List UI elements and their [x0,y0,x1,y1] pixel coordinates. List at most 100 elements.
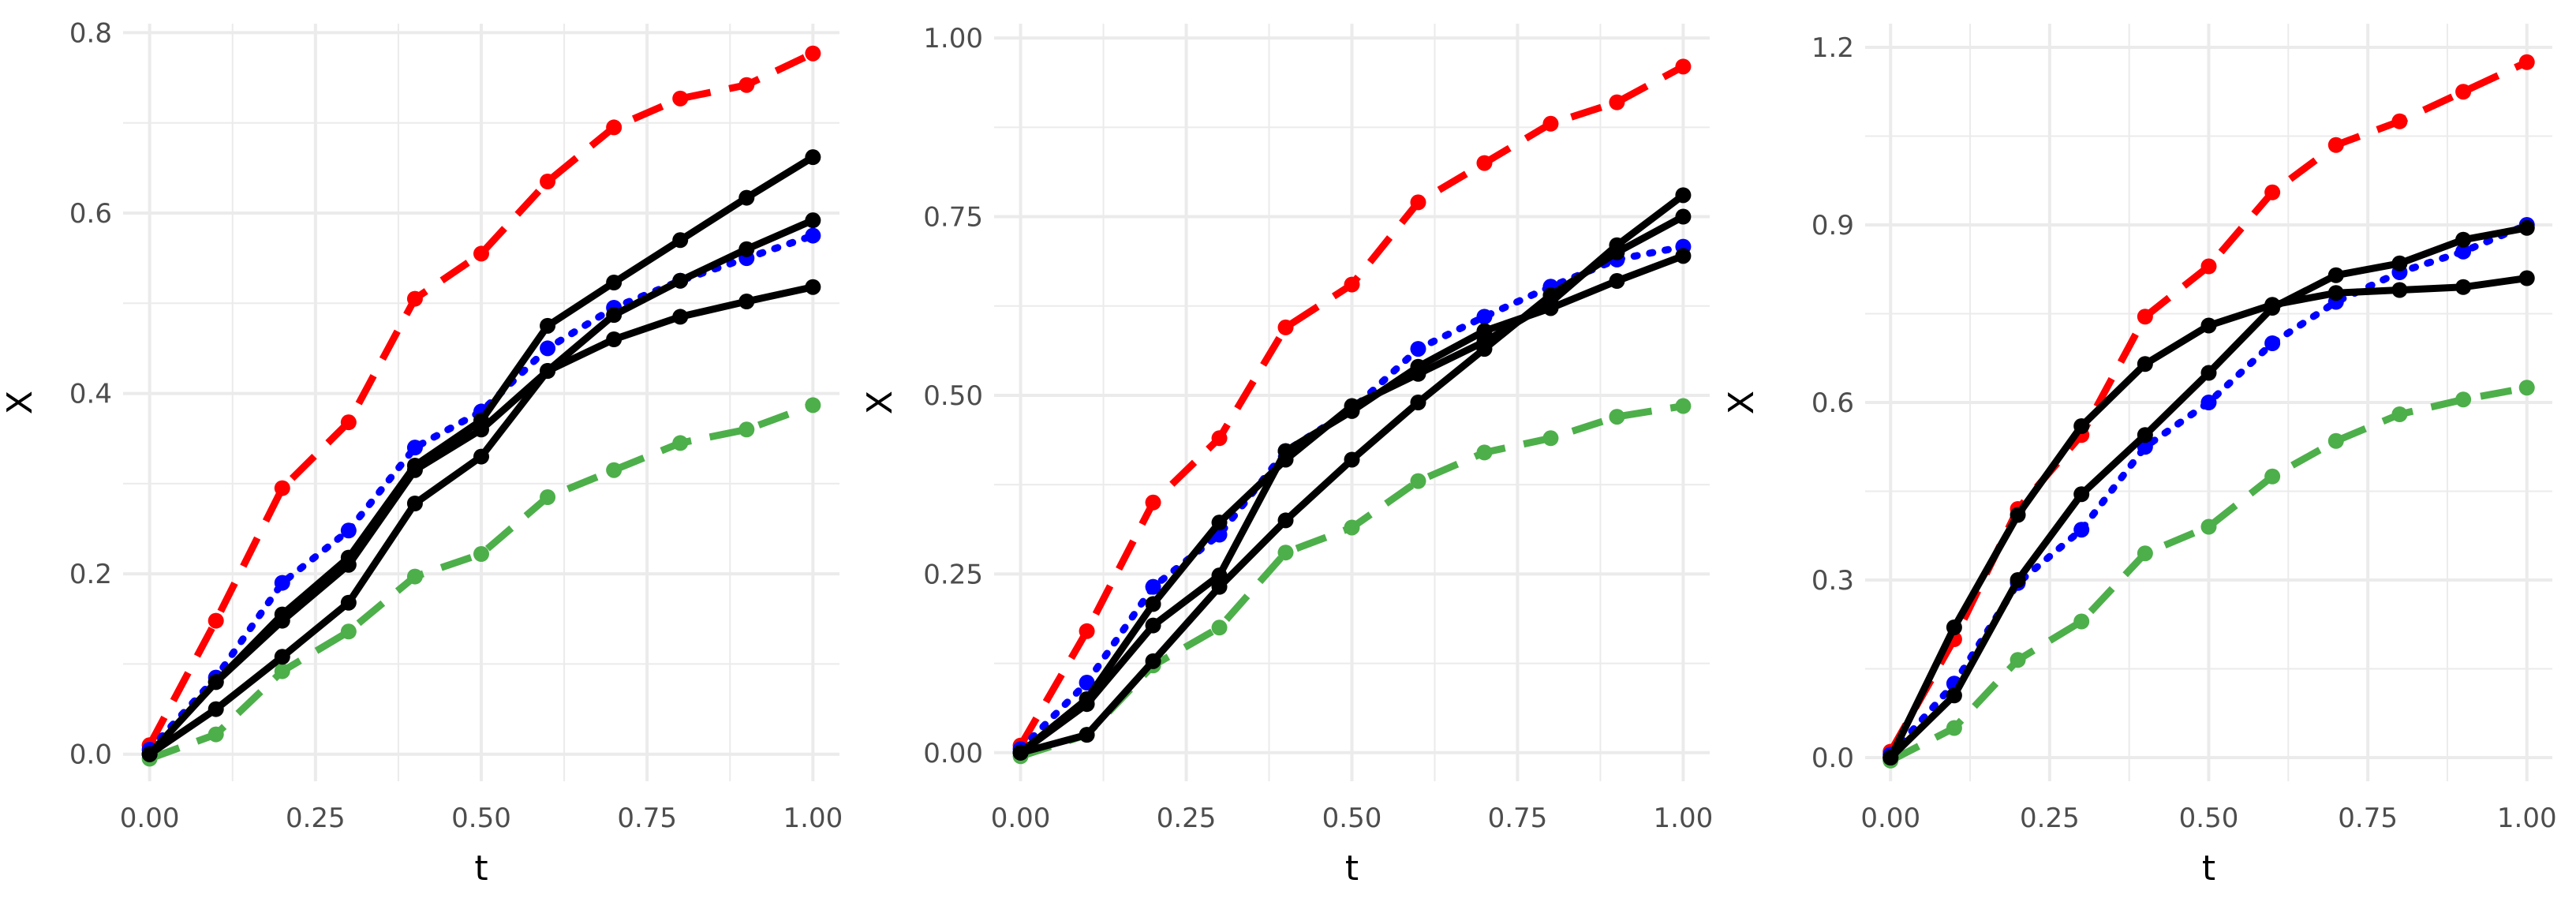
data-point-sample [1344,451,1360,468]
data-point-sample [1079,727,1095,743]
x-tick-label: 0.25 [286,803,346,834]
y-tick-label: 1.2 [1811,32,1854,64]
data-point-sample [1012,744,1029,761]
y-tick-label: 0.00 [923,738,983,769]
data-point-upper [2200,258,2217,275]
y-tick-label: 0.75 [923,202,983,234]
data-point-sample [340,556,357,573]
data-point-lower [208,726,224,743]
data-point-sample [274,649,290,665]
data-point-upper [1476,155,1493,171]
panel-1: 0.00 0.25 0.50 0.75 1.00 0.0 0.2 0.4 0.6 0.8 t X [0,17,843,889]
data-point-mean [274,575,290,591]
data-point-lower [1609,409,1625,425]
data-point-sample [2455,279,2472,295]
data-point-upper [1344,276,1360,293]
data-point-upper [406,290,423,307]
data-point-upper [2327,137,2344,153]
y-tick-label: 1.00 [923,23,983,54]
data-point-sample [2010,572,2026,588]
data-point-sample [208,674,224,691]
x-tick-label: 0.75 [2338,803,2398,834]
data-point-sample [406,462,423,478]
data-point-sample [738,294,755,309]
data-point-sample [2010,507,2026,523]
y-axis-title: X [1722,391,1762,414]
data-point-sample [1946,687,1962,704]
data-point-sample [805,149,821,166]
y-tick-label: 0.0 [1811,743,1854,774]
data-point-sample [1079,696,1095,713]
data-point-sample [1277,443,1294,459]
data-point-sample [738,241,755,257]
data-point-upper [274,480,290,496]
data-point-lower [1675,398,1692,414]
data-point-lower [2264,468,2281,485]
data-point-lower [606,462,623,478]
series-line-lower [148,402,814,762]
data-point-lower [1476,444,1493,461]
data-point-lower [2010,652,2026,668]
data-point-mean [2264,335,2281,351]
data-point-lower [1277,545,1294,561]
data-point-sample [738,189,755,206]
data-point-upper [208,612,224,629]
data-point-sample [606,307,623,324]
data-point-mean [1410,341,1426,357]
x-axis-title: t [1345,848,1359,889]
x-tick-label: 0.75 [617,803,677,834]
data-point-sample [1145,596,1161,612]
data-point-lower [2073,613,2090,630]
y-tick-label: 0.0 [69,739,112,771]
y-axis-title: X [0,391,40,414]
y-tick-label: 0.3 [1811,565,1854,597]
data-point-sample [2327,267,2344,283]
data-point-upper [540,174,556,189]
x-tick-label: 1.00 [2497,803,2557,834]
data-point-sample [2264,300,2281,316]
data-point-mean [1145,578,1161,595]
data-point-upper [738,77,755,93]
data-point-lower [1542,430,1559,447]
x-tick-label: 0.50 [1322,803,1382,834]
data-point-upper [340,414,357,431]
data-point-upper [2391,113,2408,129]
data-point-sample [1344,402,1360,419]
x-tick-label: 0.75 [1488,803,1548,834]
data-point-lower [406,568,423,585]
data-point-upper [2264,184,2281,200]
data-point-sample [1476,341,1493,357]
data-point-upper [672,90,689,107]
data-point-sample [2137,427,2153,444]
y-tick-label: 0.2 [69,559,112,590]
series-upper [1012,58,1692,754]
data-point-sample [1145,653,1161,669]
x-axis-title: t [2202,848,2215,889]
data-point-sample [1211,515,1228,531]
data-point-sample [606,275,623,290]
data-point-mean [340,522,357,539]
data-point-sample [208,701,224,717]
data-point-upper [1211,430,1228,447]
x-tick-label: 0.00 [120,803,180,834]
x-tick-label: 1.00 [1654,803,1714,834]
data-point-lower [1410,473,1426,489]
data-point-sample [805,212,821,229]
data-point-sample [672,272,689,289]
panel-2: 0.00 0.25 0.50 0.75 1.00 0.00 0.25 0.50 0.75 1.00… [860,23,1713,889]
y-tick-label: 0.6 [69,198,112,230]
x-tick-label: 0.25 [2020,803,2080,834]
data-point-sample [1476,323,1493,339]
data-point-sample [606,331,623,347]
data-point-sample [473,448,489,465]
y-tick-label: 0.8 [69,17,112,49]
data-point-sample [540,363,556,379]
data-point-lower [805,397,821,414]
data-point-mean [540,340,556,357]
data-point-sample [2391,282,2408,298]
data-point-upper [1410,194,1426,211]
data-point-lower [1211,619,1228,636]
x-tick-label: 0.50 [2179,803,2239,834]
x-axis-title: t [474,848,488,889]
x-tick-label: 0.00 [991,803,1051,834]
